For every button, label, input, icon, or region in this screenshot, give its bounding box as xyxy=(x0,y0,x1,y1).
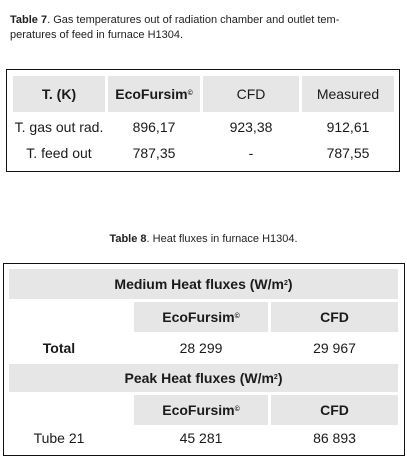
table-7-header-t-label: T. (K) xyxy=(41,86,77,102)
peak-cfd-label: CFD xyxy=(320,402,349,418)
table-8-medium-header-cfd: CFD xyxy=(271,302,398,332)
medium-cfd-label: CFD xyxy=(320,309,349,325)
medium-header-end: ) xyxy=(287,276,293,292)
table-7-row-1-cfd: 923,38 xyxy=(229,119,273,135)
peak-ecofursim-label: EcoFursim xyxy=(162,402,235,418)
table-7-header-ecofursim-label: EcoFursim xyxy=(115,86,188,102)
table-8-medium-row-ecofursim: 28 299 xyxy=(179,340,223,356)
table-8-peak-row-label: Tube 21 xyxy=(33,430,85,446)
medium-ecofursim-label: EcoFursim xyxy=(162,309,235,325)
peak-header-text: Peak Heat fluxes (W/m xyxy=(124,370,274,386)
table-8-peak-header-ecofursim: EcoFursim © xyxy=(134,395,268,425)
table-7-row-1-ecofursim: 896,17 xyxy=(132,119,176,135)
table-7-header-measured: Measured xyxy=(302,76,394,112)
table-8-caption: Table 8. Heat fluxes in furnace H1304. xyxy=(0,232,407,247)
table-7-caption-line2: peratures of feed in furnace H1304. xyxy=(10,29,184,41)
table-7-row-2-label: T. feed out xyxy=(26,145,92,161)
table-7-header-cfd-label: CFD xyxy=(236,86,266,102)
table-7-header-t: T. (K) xyxy=(13,76,105,112)
table-7-header-ecofursim: EcoFursim © xyxy=(108,76,200,112)
medium-header-text: Medium Heat fluxes (W/m xyxy=(114,276,284,292)
table-8-medium-row-cfd: 29 967 xyxy=(313,340,356,356)
table-8-peak-row-ecofursim: 45 281 xyxy=(179,430,223,446)
table-7-row-2-ecofursim: 787,35 xyxy=(132,145,176,161)
table-7-header-cfd: CFD xyxy=(203,76,299,112)
table-7-caption-line1: . Gas temperatures out of radiation cham… xyxy=(47,14,340,26)
table-8-medium-header-ecofursim: EcoFursim © xyxy=(134,302,268,332)
table-8-peak-row-cfd: 86 893 xyxy=(313,430,356,446)
table-8-peak-header-cfd: CFD xyxy=(271,395,398,425)
table-8-medium-row-label: Total xyxy=(42,340,76,356)
table-7-caption-label: Table 7 xyxy=(10,14,48,26)
table-8-peak-header: Peak Heat fluxes (W/m 2) xyxy=(9,364,398,392)
peak-header-end: ) xyxy=(277,370,283,386)
table-8-caption-text: . Heat fluxes in furnace H1304. xyxy=(146,233,298,245)
table-7: T. (K) EcoFursim © CFD Measured T. gas ou… xyxy=(6,69,400,172)
table-8-caption-label: Table 8 xyxy=(109,233,147,245)
table-7-row-2-cfd: - xyxy=(248,145,254,161)
table-8-medium-header: Medium Heat fluxes (W/m 2) xyxy=(9,269,398,299)
table-7-row-1-measured: 912,61 xyxy=(326,119,370,135)
table-7-caption: Table 7. Gas temperatures out of radiati… xyxy=(10,13,400,43)
table-7-row-1-label: T. gas out rad. xyxy=(14,119,104,135)
table-7-header-measured-label: Measured xyxy=(316,86,380,102)
table-8: Medium Heat fluxes (W/m 2) EcoFursim © CFD… xyxy=(3,263,405,456)
table-7-row-2-measured: 787,55 xyxy=(326,145,370,161)
